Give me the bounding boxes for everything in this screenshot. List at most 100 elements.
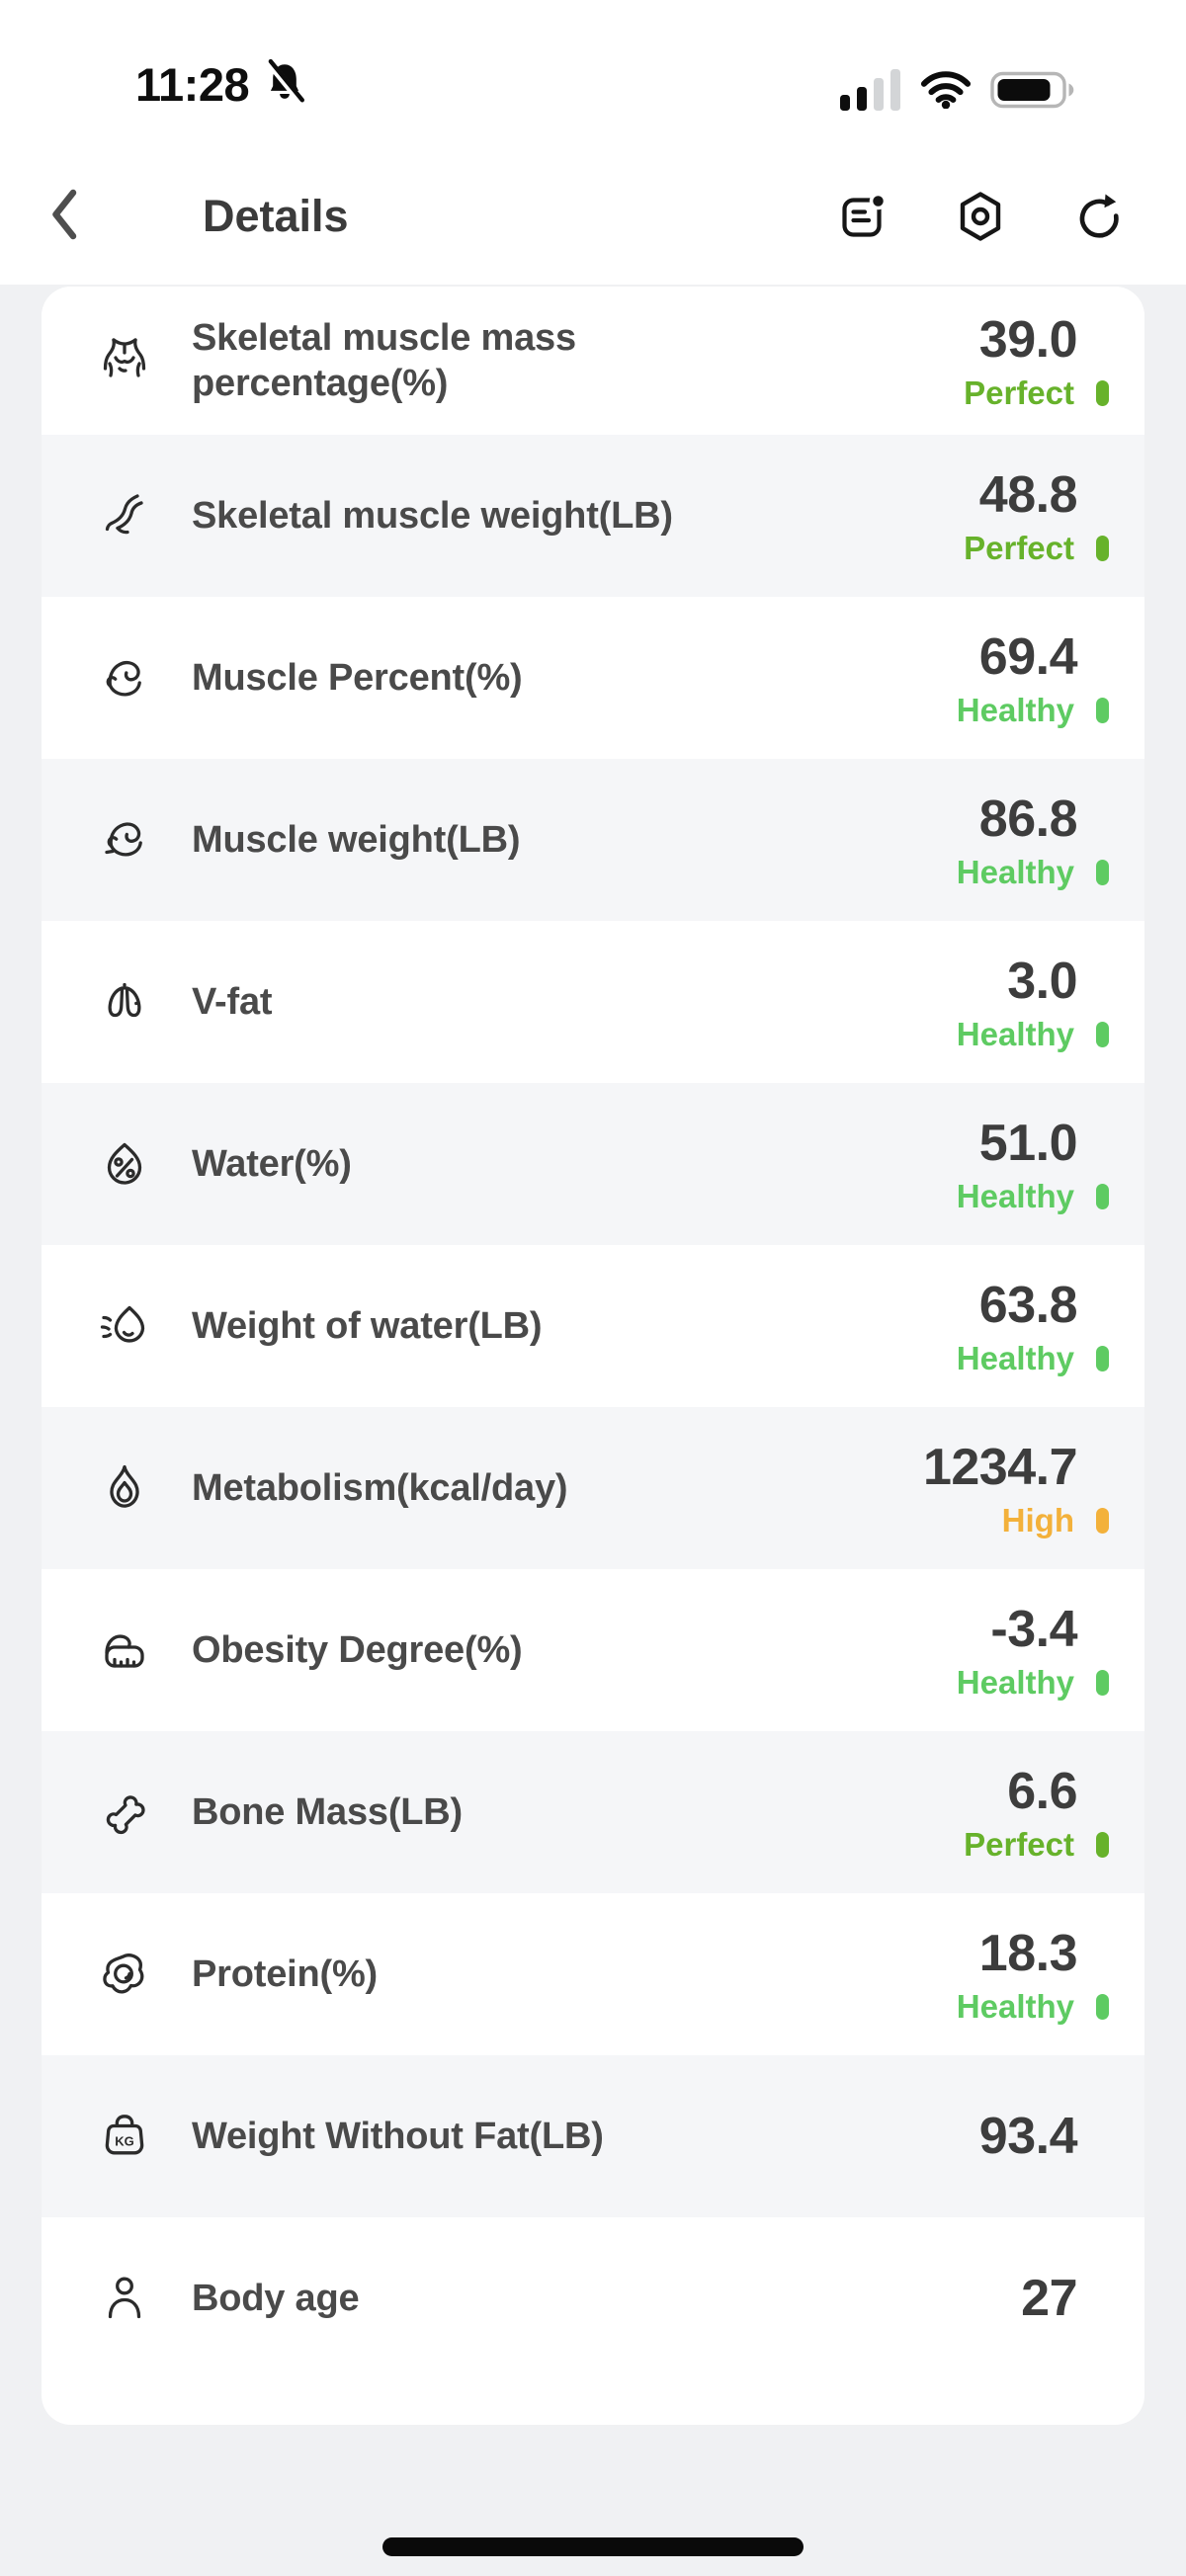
metric-row-13[interactable]: Body age 27 — [42, 2217, 1144, 2379]
metric-meta: 6.6 Perfect — [964, 1762, 1144, 1864]
status-pill-icon — [1096, 1021, 1109, 1047]
leg-muscle-icon — [97, 488, 152, 543]
metric-label: Muscle Percent(%) — [192, 656, 523, 699]
metric-value: 51.0 — [978, 1114, 1078, 1172]
metric-value: 86.8 — [978, 789, 1078, 848]
header: Details — [0, 148, 1186, 285]
status-label: Healthy — [956, 1177, 1074, 1214]
flame-icon — [97, 1460, 152, 1516]
back-button[interactable] — [43, 188, 83, 245]
metric-label: Obesity Degree(%) — [192, 1628, 523, 1671]
metric-meta: 39.0 Perfect — [964, 310, 1144, 412]
status-label: Perfect — [964, 1825, 1074, 1863]
metric-row-11[interactable]: Protein(%) 18.3 Healthy — [42, 1893, 1144, 2055]
metric-label: Skeletal muscle weight(LB) — [192, 494, 673, 537]
metric-row-7[interactable]: Weight of water(LB) 63.8 Healthy — [42, 1245, 1144, 1407]
bone-icon — [97, 1785, 152, 1840]
status-badge: High — [1002, 1502, 1109, 1539]
metric-meta: 63.8 Healthy — [957, 1276, 1144, 1377]
metric-row-12[interactable]: KG Weight Without Fat(LB) 93.4 — [42, 2055, 1144, 2217]
metric-meta: 69.4 Healthy — [957, 627, 1144, 729]
cellular-signal-icon — [840, 69, 901, 116]
wifi-icon — [920, 71, 972, 114]
metric-row-1[interactable]: Skeletal muscle mass percentage(%) 39.0 … — [42, 287, 1144, 435]
chevron-left-icon — [43, 186, 83, 248]
metric-value: 39.0 — [978, 310, 1078, 369]
fried-egg-icon — [97, 1947, 152, 2002]
status-badge: Healthy — [957, 1340, 1109, 1377]
status-pill-icon — [1096, 1831, 1109, 1858]
metric-value: 63.8 — [978, 1276, 1078, 1334]
status-pill-icon — [1096, 1507, 1109, 1534]
status-pill-icon — [1096, 697, 1109, 723]
metric-row-10[interactable]: Bone Mass(LB) 6.6 Perfect — [42, 1731, 1144, 1893]
status-badge: Perfect — [964, 530, 1109, 567]
metric-label: Body age — [192, 2277, 360, 2319]
metric-meta: 18.3 Healthy — [957, 1924, 1144, 2026]
report-note-icon — [842, 192, 888, 237]
report-note-button[interactable] — [834, 189, 890, 244]
status-badge: Perfect — [964, 1826, 1109, 1864]
bell-slash-icon — [262, 58, 307, 110]
status-pill-icon — [1096, 1669, 1109, 1696]
metric-label: Muscle weight(LB) — [192, 818, 521, 861]
status-label: Healthy — [956, 853, 1074, 890]
status-badge: Healthy — [957, 854, 1109, 891]
status-label: Perfect — [964, 374, 1074, 411]
metric-row-9[interactable]: Obesity Degree(%) -3.4 Healthy — [42, 1569, 1144, 1731]
metric-value: 48.8 — [978, 465, 1078, 524]
metric-label: Water(%) — [192, 1142, 352, 1185]
metric-meta: 51.0 Healthy — [957, 1114, 1144, 1215]
status-pill-icon — [1096, 535, 1109, 561]
status-bar: 11:28 — [0, 0, 1186, 148]
water-weight-icon — [97, 1298, 152, 1354]
metric-row-3[interactable]: Muscle Percent(%) 69.4 Healthy — [42, 597, 1144, 759]
metric-row-8[interactable]: Metabolism(kcal/day) 1234.7 High — [42, 1407, 1144, 1569]
status-pill-icon — [1096, 1183, 1109, 1209]
tape-measure-icon — [97, 1622, 152, 1678]
status-badge: Healthy — [957, 1178, 1109, 1215]
page-title: Details — [203, 191, 349, 241]
bicep-flex-icon — [97, 812, 152, 868]
status-label: Healthy — [956, 1987, 1074, 2025]
metric-label: Skeletal muscle mass percentage(%) — [192, 316, 576, 404]
status-label: Healthy — [956, 1663, 1074, 1701]
status-pill-icon — [1096, 859, 1109, 885]
status-badge: Healthy — [957, 1988, 1109, 2026]
metric-value: 27 — [1021, 2270, 1077, 2327]
status-badge: Healthy — [957, 1016, 1109, 1053]
metric-label: Weight Without Fat(LB) — [192, 2115, 604, 2157]
status-badge: Healthy — [957, 692, 1109, 729]
status-label: Perfect — [964, 529, 1074, 566]
clock-time: 11:28 — [135, 58, 250, 111]
settings-nut-icon — [960, 192, 1001, 241]
metrics-card: Skeletal muscle mass percentage(%) 39.0 … — [42, 287, 1144, 2425]
metric-meta: 93.4 — [979, 2107, 1144, 2166]
lungs-icon — [97, 974, 152, 1030]
metrics-scroll-area[interactable]: Skeletal muscle mass percentage(%) 39.0 … — [0, 285, 1186, 2576]
metric-value: 6.6 — [1007, 1762, 1077, 1820]
status-label: Healthy — [956, 691, 1074, 728]
metric-meta: 3.0 Healthy — [957, 952, 1144, 1053]
metric-row-4[interactable]: Muscle weight(LB) 86.8 Healthy — [42, 759, 1144, 921]
svg-text:KG: KG — [115, 2134, 134, 2149]
status-label: Healthy — [956, 1339, 1074, 1376]
status-badge: Perfect — [964, 374, 1109, 412]
metric-value: 18.3 — [978, 1924, 1078, 1982]
status-badge: Healthy — [957, 1664, 1109, 1702]
refresh-button[interactable] — [1071, 189, 1127, 244]
metric-value: 1234.7 — [922, 1438, 1078, 1496]
status-pill-icon — [1096, 1993, 1109, 2020]
torso-icon — [97, 333, 152, 388]
home-indicator[interactable] — [382, 2537, 804, 2556]
person-icon — [97, 2271, 152, 2326]
metric-row-6[interactable]: Water(%) 51.0 Healthy — [42, 1083, 1144, 1245]
metric-row-2[interactable]: Skeletal muscle weight(LB) 48.8 Perfect — [42, 435, 1144, 597]
bicep-icon — [97, 650, 152, 706]
refresh-icon — [1079, 194, 1119, 238]
metric-value: -3.4 — [990, 1600, 1077, 1658]
metric-meta: 1234.7 High — [923, 1438, 1144, 1539]
metric-row-5[interactable]: V-fat 3.0 Healthy — [42, 921, 1144, 1083]
settings-button[interactable] — [953, 189, 1008, 244]
